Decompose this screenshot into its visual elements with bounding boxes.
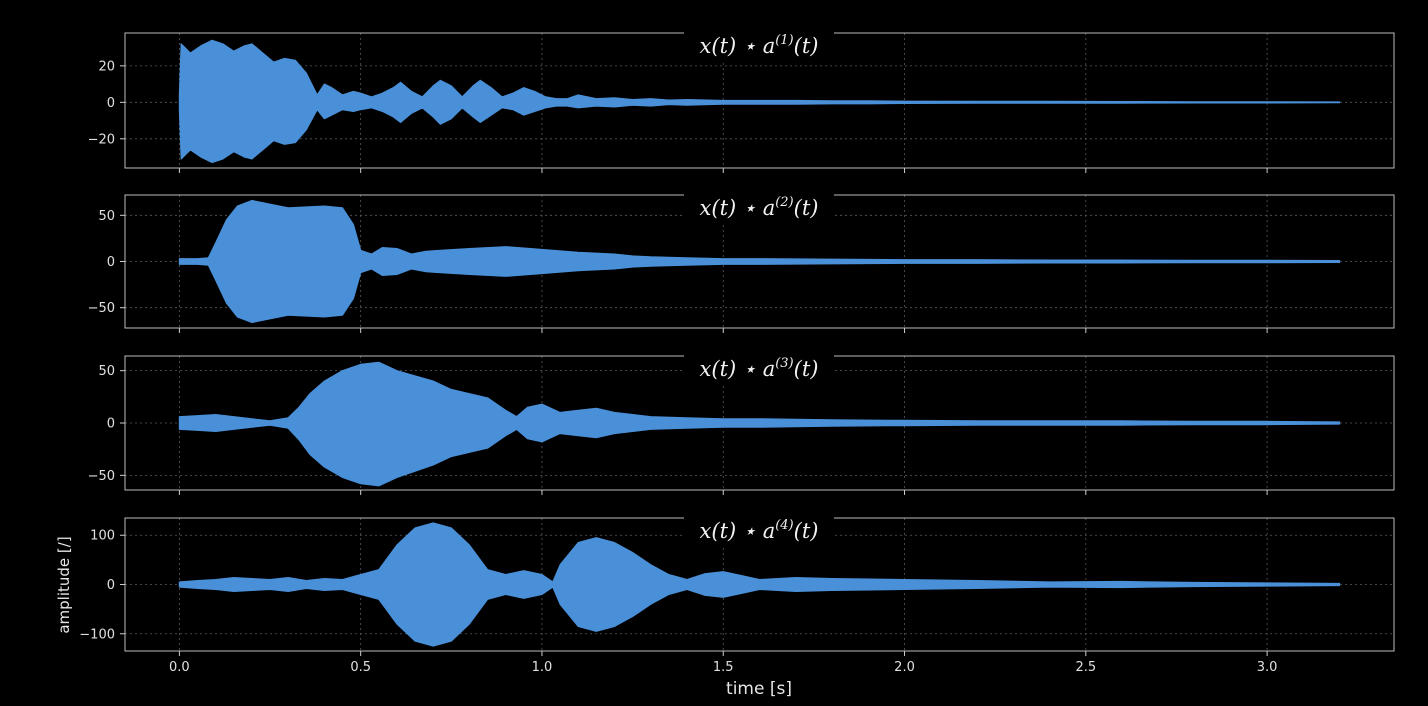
y-tick-label: −20 — [88, 132, 115, 147]
title-background — [684, 188, 834, 224]
subplot-title: x(t) ⋆ a(1)(t) — [700, 33, 819, 58]
x-tick-label: 1.5 — [713, 660, 734, 675]
x-tick-label: 2.5 — [1075, 660, 1096, 675]
title-main: x(t) ⋆ a — [700, 519, 776, 543]
subplot-1: 20 0 −20 x(t) ⋆ a(1)(t) — [88, 26, 1395, 173]
title-suffix: (t) — [794, 357, 819, 381]
x-tick-label: 2.0 — [894, 660, 915, 675]
title-superscript: (4) — [775, 518, 793, 533]
title-superscript: (1) — [775, 33, 793, 48]
y-tick-label: 20 — [98, 59, 115, 74]
y-tick-label: 0 — [107, 255, 115, 270]
x-tick-label: 0.0 — [169, 660, 190, 675]
subplot-2: 50 0 −50 x(t) ⋆ a(2)(t) — [88, 188, 1395, 333]
y-axis-label: amplitude [/] — [55, 536, 73, 633]
title-background — [684, 26, 834, 62]
title-superscript: (2) — [775, 195, 793, 210]
y-tick-label: 0 — [107, 96, 115, 111]
waveform-area — [178, 361, 1341, 487]
y-tick-label: 0 — [107, 417, 115, 432]
title-background — [684, 349, 834, 385]
waveform-area — [178, 199, 1341, 324]
y-tick-label: 50 — [98, 209, 115, 224]
title-background — [684, 511, 834, 547]
x-tick-label: 3.0 — [1257, 660, 1278, 675]
subplot-title: x(t) ⋆ a(3)(t) — [700, 356, 819, 381]
y-tick-label: 50 — [98, 364, 115, 379]
title-suffix: (t) — [794, 34, 819, 58]
title-main: x(t) ⋆ a — [700, 357, 776, 381]
y-tick-label: 0 — [107, 578, 115, 593]
title-main: x(t) ⋆ a — [700, 34, 776, 58]
y-tick-label: −50 — [88, 301, 115, 316]
x-tick-label: 0.5 — [350, 660, 371, 675]
x-tick-label: 1.0 — [532, 660, 553, 675]
title-suffix: (t) — [794, 519, 819, 543]
y-tick-label: −100 — [79, 627, 115, 642]
subplot-4: 0.0 0.5 1.0 1.5 2.0 2.5 3.0 100 0 −100 x(t) ⋆ a(4)… — [79, 511, 1395, 675]
subplot-title: x(t) ⋆ a(4)(t) — [700, 518, 819, 543]
subplot-3: 50 0 −50 x(t) ⋆ a(3)(t) — [88, 349, 1395, 495]
waveform-area — [178, 39, 1341, 164]
x-axis-label: time [s] — [726, 679, 792, 699]
title-main: x(t) ⋆ a — [700, 196, 776, 220]
subplot-title: x(t) ⋆ a(2)(t) — [700, 195, 819, 220]
y-tick-label: −50 — [88, 469, 115, 484]
title-superscript: (3) — [775, 356, 793, 371]
subplots-group: 200−20x(t) ⋆ a(1)(t)500−50x(t) ⋆ a(2)(t)… — [79, 26, 1395, 675]
y-tick-label: 100 — [90, 529, 115, 544]
waveform-area — [178, 522, 1341, 647]
title-suffix: (t) — [794, 196, 819, 220]
